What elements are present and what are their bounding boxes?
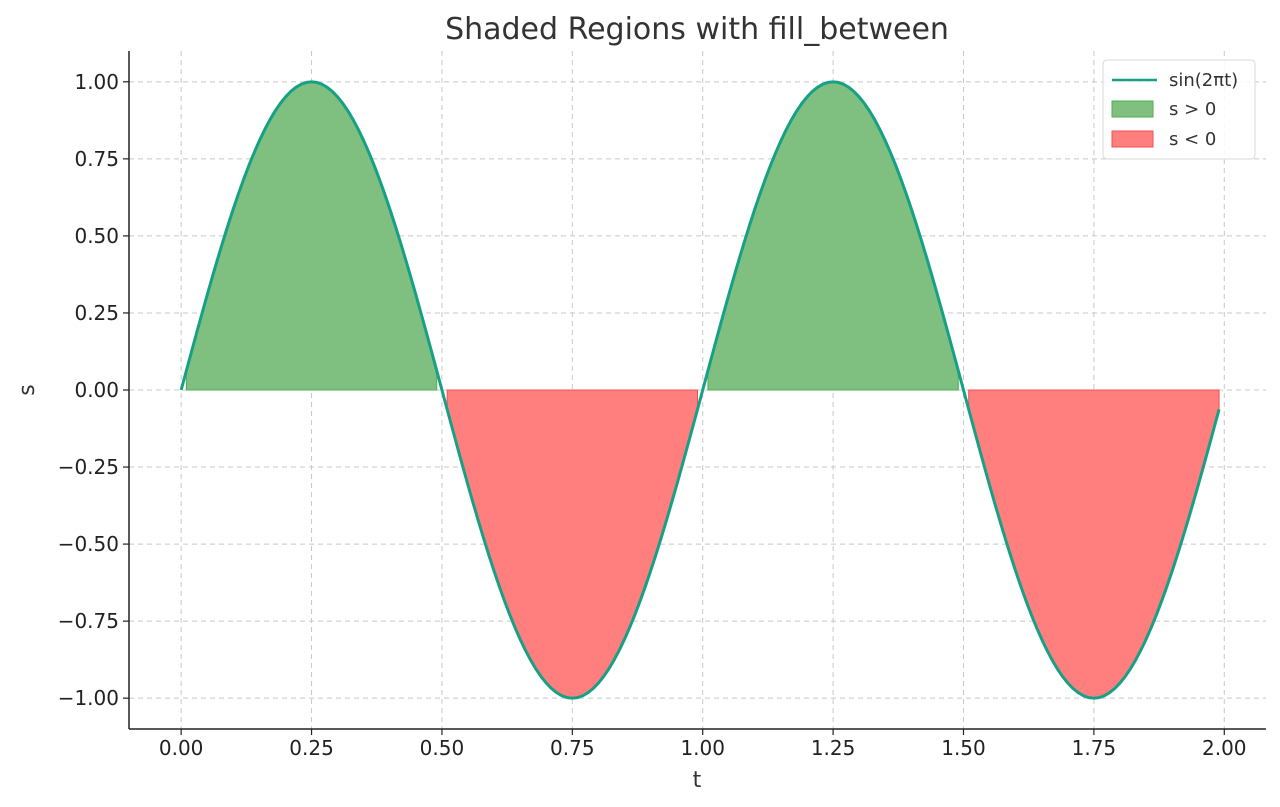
legend-label-positive: s > 0 xyxy=(1169,99,1216,120)
legend-label-negative: s < 0 xyxy=(1169,129,1216,150)
x-tick-label: 2.00 xyxy=(1202,736,1247,760)
y-tick-label: 0.25 xyxy=(74,301,119,325)
x-tick-label: 0.50 xyxy=(420,736,465,760)
y-tick-label: −1.00 xyxy=(58,686,119,710)
x-tick-label: 0.75 xyxy=(550,736,595,760)
chart-title: Shaded Regions with fill_between xyxy=(445,12,949,47)
y-tick-label: −0.75 xyxy=(58,609,119,633)
x-axis-label: t xyxy=(693,768,702,793)
x-tick-label: 0.25 xyxy=(289,736,334,760)
x-ticks: 0.00 0.25 0.50 0.75 1.00 1.25 1.50 1.75 2.00 xyxy=(159,729,1247,760)
x-tick-label: 1.50 xyxy=(941,736,986,760)
series-lines xyxy=(179,80,1221,700)
x-tick-label: 1.00 xyxy=(680,736,725,760)
x-tick-label: 1.25 xyxy=(811,736,856,760)
y-tick-label: 0.75 xyxy=(74,147,119,171)
y-ticks: 1.00 0.75 0.50 0.25 0.00 −0.25 −0.50 −0.75 −1.00 xyxy=(58,70,129,710)
legend-negative-swatch xyxy=(1111,130,1154,148)
y-axis-label: s xyxy=(15,384,40,395)
legend-label-line: sin(2πt) xyxy=(1169,70,1238,91)
y-tick-label: 0.50 xyxy=(74,224,119,248)
y-tick-label: 0.00 xyxy=(74,378,119,402)
x-tick-label: 0.00 xyxy=(159,736,204,760)
sine-line xyxy=(179,80,1221,700)
x-tick-label: 1.75 xyxy=(1072,736,1117,760)
legend-positive-swatch xyxy=(1111,100,1154,118)
fill-regions xyxy=(185,81,1220,699)
y-tick-label: −0.50 xyxy=(58,532,119,556)
legend: sin(2πt) s > 0 s < 0 xyxy=(1102,59,1256,160)
y-tick-label: 1.00 xyxy=(74,70,119,94)
y-tick-label: −0.25 xyxy=(58,455,119,479)
